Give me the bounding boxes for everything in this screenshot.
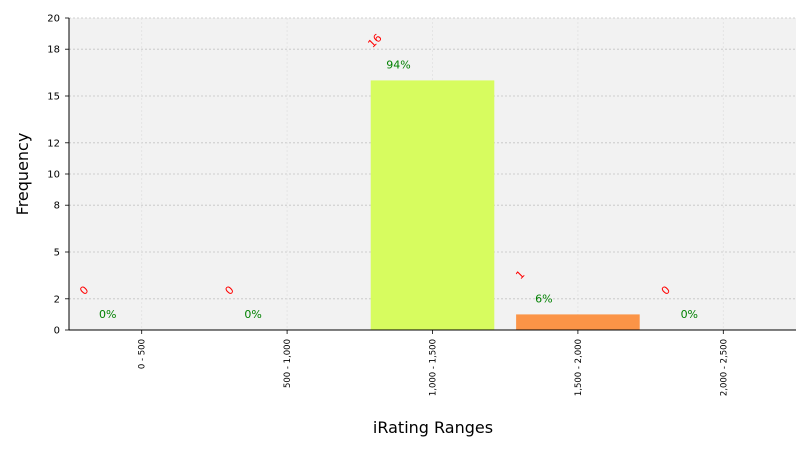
percent-label: 6% (535, 292, 552, 305)
bars (370, 80, 640, 331)
y-axis-ticks: 0 2 5 8 10 12 15 18 20 (47, 14, 69, 337)
y-tick-label: 8 (54, 201, 60, 212)
x-tick-label: 1,500 - 2,000 (574, 339, 584, 396)
y-tick-label: 10 (47, 170, 60, 181)
percent-label: 0% (244, 308, 261, 321)
percent-label: 0% (681, 308, 698, 321)
y-tick-label: 20 (47, 14, 60, 25)
bar (370, 80, 495, 331)
grid (69, 17, 796, 331)
x-tick-label: 2,000 - 2,500 (719, 339, 729, 396)
x-tick-label: 0 - 500 (138, 339, 148, 369)
bar (516, 314, 640, 330)
y-tick-label: 12 (47, 138, 60, 149)
y-tick-label: 0 (54, 326, 60, 337)
y-tick-label: 5 (54, 248, 60, 259)
x-tick-label: 1,000 - 1,500 (429, 339, 439, 396)
x-axis-ticks: 0 - 500 500 - 1,000 1,000 - 1,500 1,500 - 2… (138, 330, 729, 396)
y-tick-label: 2 (54, 294, 60, 305)
y-tick-label: 18 (47, 45, 60, 56)
y-axis-title: Frequency (13, 133, 32, 216)
percent-label: 94% (386, 58, 410, 71)
y-tick-label: 15 (47, 92, 60, 103)
percent-label: 0% (99, 308, 116, 321)
x-tick-label: 500 - 1,000 (283, 339, 293, 388)
x-axis-title: iRating Ranges (373, 418, 493, 437)
